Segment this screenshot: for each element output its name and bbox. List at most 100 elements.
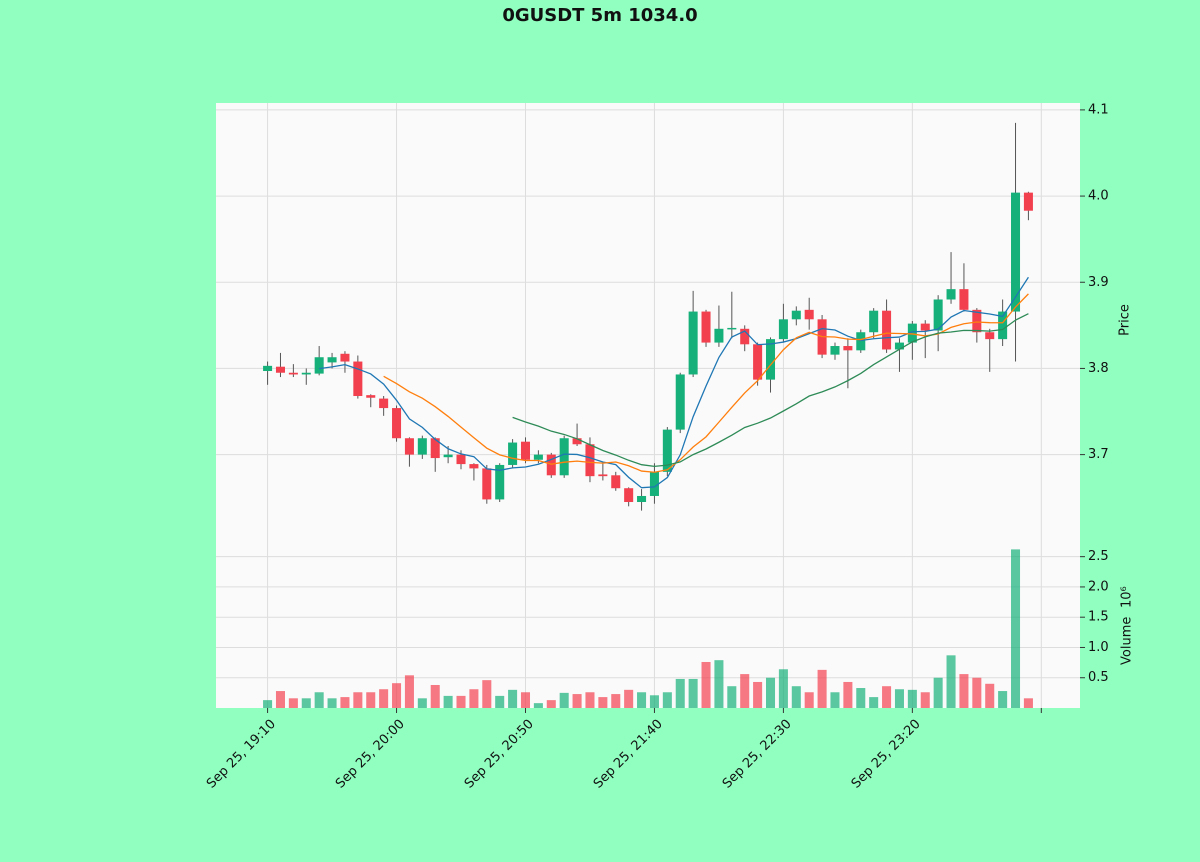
candle-body — [546, 454, 556, 476]
candle-body — [830, 346, 840, 355]
candle-body — [714, 328, 724, 343]
candle-body — [753, 344, 763, 380]
candle-body — [327, 357, 337, 363]
y-tick-label: 3.8 — [1088, 361, 1109, 376]
candle-body — [572, 438, 582, 445]
candle-body — [869, 310, 879, 333]
candle-body — [1023, 192, 1033, 211]
volume-tick-label: 1.5 — [1088, 610, 1109, 625]
x-tick-label: Sep 25, 21:40 — [591, 717, 666, 792]
volume-bar — [907, 689, 917, 708]
volume-bar — [714, 660, 724, 708]
candle-body — [894, 342, 904, 350]
candle-body — [765, 339, 776, 380]
candle-body — [288, 372, 298, 375]
volume-bar — [753, 681, 763, 708]
candle-body — [701, 311, 711, 343]
volume-bar — [675, 678, 685, 708]
chart-title: 0GUSDT 5m 1034.0 — [502, 5, 697, 26]
candle-body — [998, 311, 1008, 340]
candle-body — [791, 310, 801, 320]
volume-bar — [882, 686, 892, 708]
volume-bar — [546, 700, 556, 708]
volume-bar — [1023, 698, 1033, 708]
volume-bar — [417, 698, 427, 708]
volume-bar — [443, 695, 453, 708]
y-tick-label: 3.7 — [1088, 447, 1109, 462]
candle-body — [508, 442, 518, 465]
candle-body — [275, 366, 285, 373]
x-tick-label: Sep 25, 20:00 — [333, 717, 408, 792]
volume-bar — [946, 655, 956, 708]
x-tick-label: Sep 25, 20:50 — [462, 717, 537, 792]
candle-body — [611, 475, 621, 489]
volume-bar — [1011, 549, 1021, 708]
candle-body — [533, 454, 543, 460]
volume-bar — [611, 694, 621, 708]
y-tick-label: 4.1 — [1088, 102, 1109, 117]
volume-bar — [340, 697, 350, 708]
candle-body — [340, 353, 350, 362]
volume-bar — [649, 695, 659, 708]
volume-label: Volume — [1120, 617, 1135, 665]
candle-body — [585, 444, 595, 477]
candle-body — [624, 488, 634, 503]
x-tick-label: Sep 25, 23:20 — [849, 717, 924, 792]
candle-body — [946, 289, 956, 300]
volume-bar — [791, 686, 801, 708]
volume-bar — [817, 669, 827, 708]
candle-body — [959, 289, 969, 310]
volume-bar — [765, 677, 776, 708]
volume-bar — [637, 692, 647, 708]
candle-body — [985, 332, 995, 340]
volume-bar — [998, 691, 1008, 708]
candle-body — [804, 309, 814, 320]
volume-bar — [456, 695, 466, 708]
candle-body — [727, 327, 737, 330]
candle-body — [778, 319, 788, 340]
volume-bar — [572, 694, 582, 708]
candle-body — [1011, 192, 1021, 312]
y-tick-label: 3.9 — [1088, 275, 1109, 290]
candle-body — [366, 395, 376, 398]
volume-bar — [327, 698, 337, 708]
volume-bar — [430, 684, 440, 708]
candle-body — [933, 299, 943, 331]
volume-bar — [985, 683, 995, 708]
volume-bar — [727, 686, 737, 708]
volume-bar — [559, 692, 569, 708]
volume-bar — [701, 661, 711, 708]
candle-body — [688, 311, 698, 375]
volume-bar — [585, 692, 595, 708]
volume-bar — [379, 689, 389, 708]
volume-bar — [959, 674, 969, 708]
volume-tick-label: 1.0 — [1088, 640, 1109, 655]
volume-bar — [869, 697, 879, 708]
moving-average — [319, 276, 1029, 489]
volume-bar — [830, 692, 840, 708]
moving-average — [512, 313, 1029, 468]
volume-tick-label: 2.5 — [1088, 549, 1109, 564]
volume-bar — [972, 677, 982, 708]
candle-body — [353, 361, 363, 397]
candle-body — [456, 454, 466, 465]
candle-body — [301, 372, 311, 375]
candle-body — [443, 454, 453, 458]
volume-scale: 10⁶ — [1120, 586, 1135, 608]
volume-axis-label: Volume 10⁶ — [1120, 586, 1135, 665]
x-tick-label: Sep 25, 19:10 — [204, 717, 279, 792]
volume-tick-label: 0.5 — [1088, 670, 1109, 685]
candle-body — [882, 310, 892, 350]
volume-bar — [275, 691, 285, 708]
volume-bar — [301, 698, 311, 708]
volume-bar — [353, 692, 363, 708]
volume-bar — [482, 680, 492, 708]
candle-body — [740, 328, 750, 345]
candle-body — [856, 332, 866, 351]
candle-body — [907, 323, 917, 343]
volume-bar — [314, 692, 324, 708]
candle-body — [495, 464, 505, 500]
volume-bar — [495, 695, 505, 708]
volume-bar — [624, 689, 634, 708]
